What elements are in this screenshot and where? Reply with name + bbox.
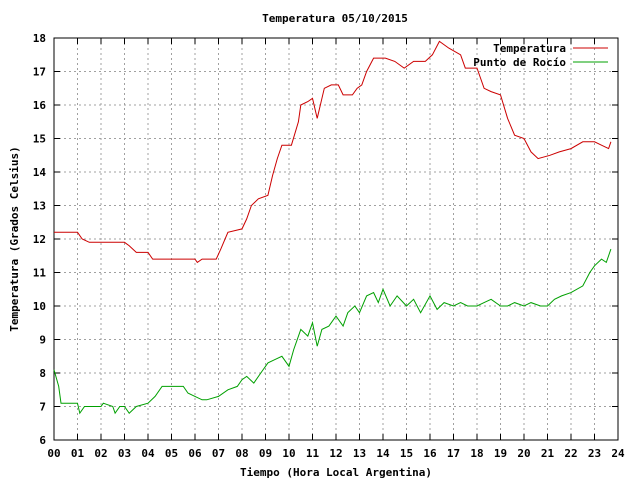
x-axis-label: Tiempo (Hora Local Argentina) [240, 466, 432, 479]
x-tick-label: 13 [353, 447, 366, 460]
y-tick-label: 14 [33, 166, 47, 179]
x-tick-label: 20 [517, 447, 530, 460]
x-tick-label: 21 [541, 447, 555, 460]
x-tick-label: 09 [259, 447, 272, 460]
y-tick-label: 10 [33, 300, 46, 313]
y-axis-label: Temperatura (Grados Celsius) [8, 146, 21, 331]
x-tick-label: 18 [470, 447, 483, 460]
x-tick-label: 00 [47, 447, 60, 460]
legend-label-temperatura: Temperatura [493, 42, 566, 55]
y-tick-label: 6 [39, 434, 46, 447]
x-tick-label: 24 [611, 447, 625, 460]
legend: Temperatura Punto de Rocío [473, 42, 608, 69]
y-tick-label: 15 [33, 133, 46, 146]
y-tick-label: 8 [39, 367, 46, 380]
x-tick-label: 03 [118, 447, 131, 460]
y-tick-label: 13 [33, 200, 46, 213]
legend-label-punto-de-rocio: Punto de Rocío [473, 56, 566, 69]
y-tick-label: 18 [33, 32, 46, 45]
x-tick-label: 23 [588, 447, 601, 460]
series-group [53, 40, 612, 415]
x-tick-label: 15 [400, 447, 413, 460]
x-tick-label: 16 [423, 447, 437, 460]
x-tick-label: 17 [447, 447, 460, 460]
x-tick-label: 04 [141, 447, 155, 460]
x-tick-label: 11 [306, 447, 320, 460]
y-tick-label: 17 [33, 66, 46, 79]
x-tick-label: 19 [494, 447, 507, 460]
x-tick-label: 14 [376, 447, 390, 460]
x-tick-label: 02 [94, 447, 107, 460]
x-tick-label: 22 [564, 447, 577, 460]
series-line-punto-de-rocio [53, 248, 612, 415]
x-tick-label: 05 [165, 447, 178, 460]
x-tick-label: 07 [212, 447, 225, 460]
x-tick-label: 08 [235, 447, 248, 460]
x-tick-label: 06 [188, 447, 202, 460]
axis-ticks: 6 7 8 9 10 11 12 13 14 15 16 17 18 00 01 02 03 04 05 06 07 08… [33, 32, 625, 460]
y-tick-label: 16 [33, 99, 47, 112]
y-tick-label: 11 [33, 267, 47, 280]
x-tick-label: 12 [329, 447, 342, 460]
y-tick-label: 7 [39, 401, 46, 414]
grid-lines [54, 38, 618, 440]
series-line-temperatura [54, 40, 612, 264]
x-tick-label: 10 [282, 447, 295, 460]
x-tick-label: 01 [71, 447, 85, 460]
y-tick-label: 12 [33, 233, 46, 246]
y-tick-label: 9 [39, 334, 46, 347]
chart-title: Temperatura 05/10/2015 [262, 12, 408, 25]
